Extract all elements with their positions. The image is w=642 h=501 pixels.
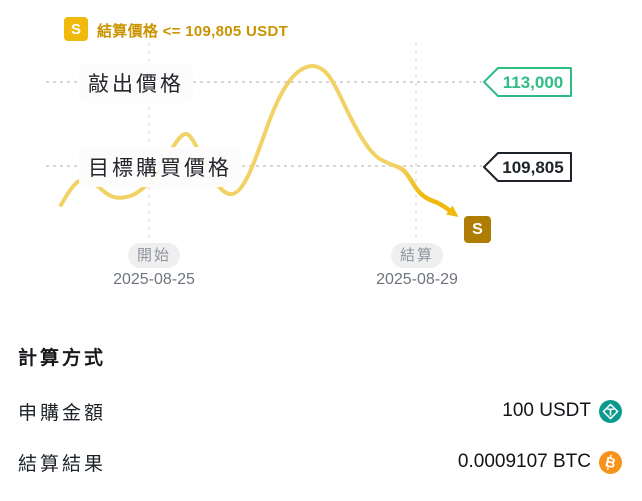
arrowhead <box>446 205 459 217</box>
chart-title: 結算價格 <= 109,805 USDT <box>97 23 289 40</box>
start-date: 2025-08-25 <box>113 271 195 288</box>
settlement-badge: S <box>64 17 88 41</box>
target-price-tag-shape <box>483 152 572 182</box>
subscription-amount-label: 申購金額 <box>18 402 107 424</box>
price-curve-tail <box>395 164 452 213</box>
target-price-value: 109,805 <box>502 158 564 177</box>
knockout-price-value: 113,000 <box>502 73 564 92</box>
start-marker-pill: 開始 <box>128 243 180 268</box>
settlement-point-badge: S <box>464 216 491 243</box>
settlement-result-value-group: 0.0009107 BTC B <box>457 450 622 474</box>
btc-icon: B <box>599 450 622 474</box>
subscription-amount-row: 申購金額 100 USDT <box>0 397 642 425</box>
target-buy-price-label: 目標購買價格 <box>79 147 241 187</box>
settle-marker-pill: 結算 <box>391 243 443 268</box>
subscription-amount-value: 100 USDT <box>502 400 591 421</box>
calculation-section-heading: 計算方式 <box>18 348 107 369</box>
payoff-chart: S 結算價格 <= 109,805 USDT 敲出價格 目標購買價格 113,0… <box>46 17 572 288</box>
usdt-icon <box>599 399 622 423</box>
knockout-price-label: 敲出價格 <box>79 63 193 103</box>
subscription-amount-value-group: 100 USDT <box>502 399 622 423</box>
settlement-result-row: 結算結果 0.0009107 BTC B <box>0 448 642 476</box>
knockout-price-tag-shape <box>483 67 572 97</box>
settlement-result-label: 結算結果 <box>18 453 107 475</box>
svg-text:B: B <box>604 453 618 471</box>
settle-date: 2025-08-29 <box>376 271 458 288</box>
settlement-result-value: 0.0009107 BTC <box>457 451 591 472</box>
